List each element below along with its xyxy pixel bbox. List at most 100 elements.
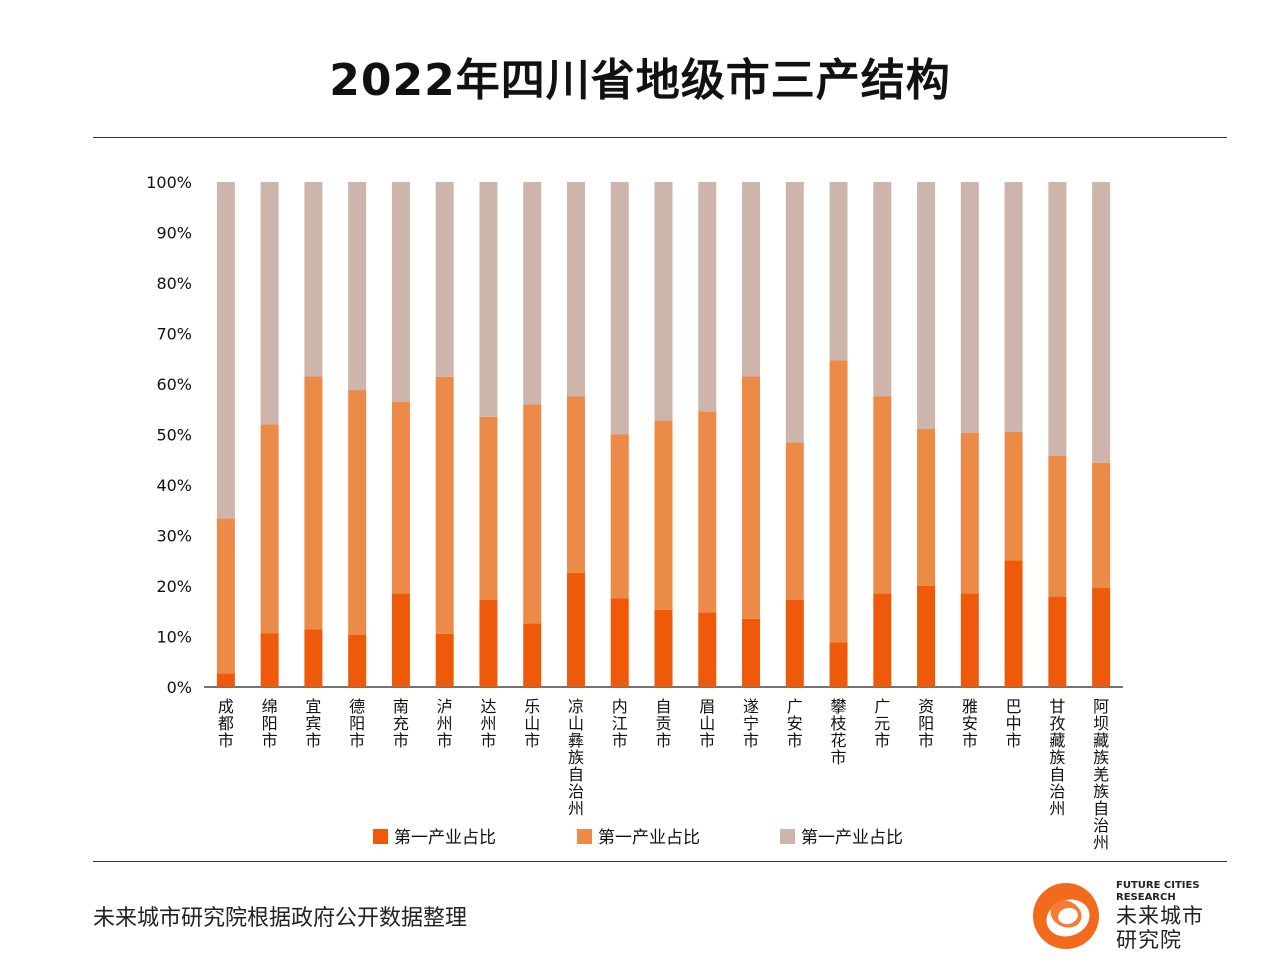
source-note: 未来城市研究院根据政府公开数据整理 bbox=[93, 906, 468, 931]
bar-segment-1 bbox=[829, 642, 848, 687]
x-tick-label: 泸州市 bbox=[437, 697, 453, 750]
x-tick-label: 自贡市 bbox=[655, 697, 671, 750]
bar-segment-1 bbox=[304, 629, 323, 687]
bar-segment-1 bbox=[479, 599, 498, 687]
bar-segment-2 bbox=[566, 396, 585, 573]
bar-segment-2 bbox=[654, 420, 673, 610]
bar-segment-1 bbox=[391, 593, 410, 687]
bar-segment-3 bbox=[610, 182, 629, 435]
y-tick-label: 70% bbox=[156, 325, 192, 344]
logo-chinese-text: 未来城市 研究院 bbox=[1116, 904, 1226, 952]
y-tick-label: 100% bbox=[146, 173, 192, 192]
y-tick-label: 20% bbox=[156, 577, 192, 596]
bar-segment-1 bbox=[873, 593, 892, 687]
x-tick-label: 雅安市 bbox=[962, 697, 978, 750]
bar-segment-3 bbox=[960, 182, 979, 433]
y-tick-label: 90% bbox=[156, 224, 192, 243]
bar-segment-2 bbox=[260, 424, 279, 634]
bar-segment-2 bbox=[348, 390, 367, 635]
bar-segment-3 bbox=[216, 182, 235, 519]
bar-segment-1 bbox=[1092, 588, 1111, 687]
bar-segment-1 bbox=[742, 618, 761, 687]
logo-english-text: FUTURE CITIES RESEARCH bbox=[1116, 880, 1236, 904]
x-tick-label: 阿坝藏族羌族自治州 bbox=[1093, 697, 1109, 852]
bar-segment-3 bbox=[435, 182, 454, 377]
bar-segment-3 bbox=[304, 182, 323, 377]
x-tick-label: 甘孜藏族自治州 bbox=[1049, 697, 1065, 818]
bar-segment-2 bbox=[917, 428, 936, 586]
bar-segment-3 bbox=[260, 182, 279, 425]
x-tick-label: 成都市 bbox=[218, 697, 234, 750]
bar-segment-1 bbox=[1004, 560, 1023, 687]
x-tick-label: 凉山彝族自治州 bbox=[568, 697, 584, 818]
bar-segment-2 bbox=[304, 376, 323, 630]
bar-segment-3 bbox=[1004, 182, 1023, 432]
bar-segment-2 bbox=[391, 401, 410, 594]
bar-segment-1 bbox=[260, 633, 279, 687]
bar-group bbox=[216, 182, 1111, 687]
bar-segment-1 bbox=[698, 612, 717, 687]
y-tick-label: 80% bbox=[156, 274, 192, 293]
y-tick-label: 60% bbox=[156, 375, 192, 394]
legend-swatch bbox=[577, 829, 592, 844]
bar-segment-1 bbox=[960, 593, 979, 687]
legend-label: 第一产业占比 bbox=[801, 828, 903, 848]
chart-title: 2022年四川省地级市三产结构 bbox=[329, 55, 951, 106]
bar-segment-2 bbox=[216, 518, 235, 674]
logo-cn-line1: 未来城市 bbox=[1116, 904, 1204, 928]
logo-mark-icon bbox=[1033, 883, 1099, 949]
legend-swatch bbox=[373, 829, 388, 844]
bar-segment-3 bbox=[348, 182, 367, 391]
bar-segment-2 bbox=[1092, 462, 1111, 589]
x-tick-label: 南充市 bbox=[393, 697, 409, 750]
bar-segment-1 bbox=[566, 572, 585, 687]
bar-segment-3 bbox=[654, 182, 673, 421]
legend-swatch bbox=[780, 829, 795, 844]
x-tick-label: 资阳市 bbox=[918, 697, 934, 750]
bar-segment-3 bbox=[698, 182, 717, 412]
bar-segment-2 bbox=[479, 416, 498, 600]
bar-segment-2 bbox=[610, 434, 629, 599]
x-tick-label: 德阳市 bbox=[349, 697, 365, 750]
bar-segment-2 bbox=[960, 432, 979, 594]
x-tick-label: 广元市 bbox=[874, 697, 890, 750]
bar-segment-3 bbox=[1048, 182, 1067, 456]
x-tick-label: 达州市 bbox=[480, 697, 496, 750]
logo-en-line2: RESEARCH bbox=[1116, 892, 1176, 903]
bar-segment-3 bbox=[523, 182, 542, 405]
bottom-divider bbox=[93, 861, 1227, 862]
bar-segment-1 bbox=[523, 623, 542, 687]
y-tick-label: 40% bbox=[156, 476, 192, 495]
brand-logo: FUTURE CITIES RESEARCH 未来城市 研究院 bbox=[1028, 876, 1228, 956]
x-tick-label: 宜宾市 bbox=[305, 697, 321, 750]
bar-segment-3 bbox=[917, 182, 936, 429]
x-axis-labels: 成都市 绵阳市 宜宾市 德阳市 南充市 泸州市 达州市 乐山市 凉山彝族自治州 内江市 自贡市 眉山市… bbox=[218, 697, 1109, 852]
x-tick-label: 内江市 bbox=[612, 697, 628, 750]
top-divider bbox=[93, 137, 1227, 138]
bar-segment-3 bbox=[785, 182, 804, 443]
bar-segment-2 bbox=[785, 442, 804, 600]
bar-segment-2 bbox=[873, 396, 892, 594]
bar-segment-2 bbox=[435, 376, 454, 634]
x-tick-label: 攀枝花市 bbox=[831, 697, 847, 767]
y-tick-label: 10% bbox=[156, 628, 192, 647]
x-tick-label: 乐山市 bbox=[524, 697, 540, 750]
bar-segment-1 bbox=[785, 599, 804, 687]
legend: 第一产业占比 第一产业占比 第一产业占比 bbox=[373, 828, 903, 848]
bar-segment-2 bbox=[829, 360, 848, 643]
y-tick-label: 30% bbox=[156, 527, 192, 546]
bar-segment-2 bbox=[742, 376, 761, 619]
logo-en-line1: FUTURE CITIES bbox=[1116, 880, 1200, 891]
bar-segment-1 bbox=[917, 586, 936, 687]
bar-segment-1 bbox=[654, 609, 673, 687]
y-tick-label: 0% bbox=[167, 678, 192, 697]
legend-label: 第一产业占比 bbox=[598, 828, 700, 848]
x-tick-label: 遂宁市 bbox=[743, 697, 759, 750]
bar-segment-1 bbox=[435, 633, 454, 687]
bar-segment-1 bbox=[348, 634, 367, 687]
bar-segment-3 bbox=[873, 182, 892, 397]
x-tick-label: 眉山市 bbox=[699, 697, 715, 750]
bar-segment-1 bbox=[1048, 596, 1067, 687]
bar-segment-2 bbox=[1004, 431, 1023, 561]
bar-segment-3 bbox=[742, 182, 761, 377]
